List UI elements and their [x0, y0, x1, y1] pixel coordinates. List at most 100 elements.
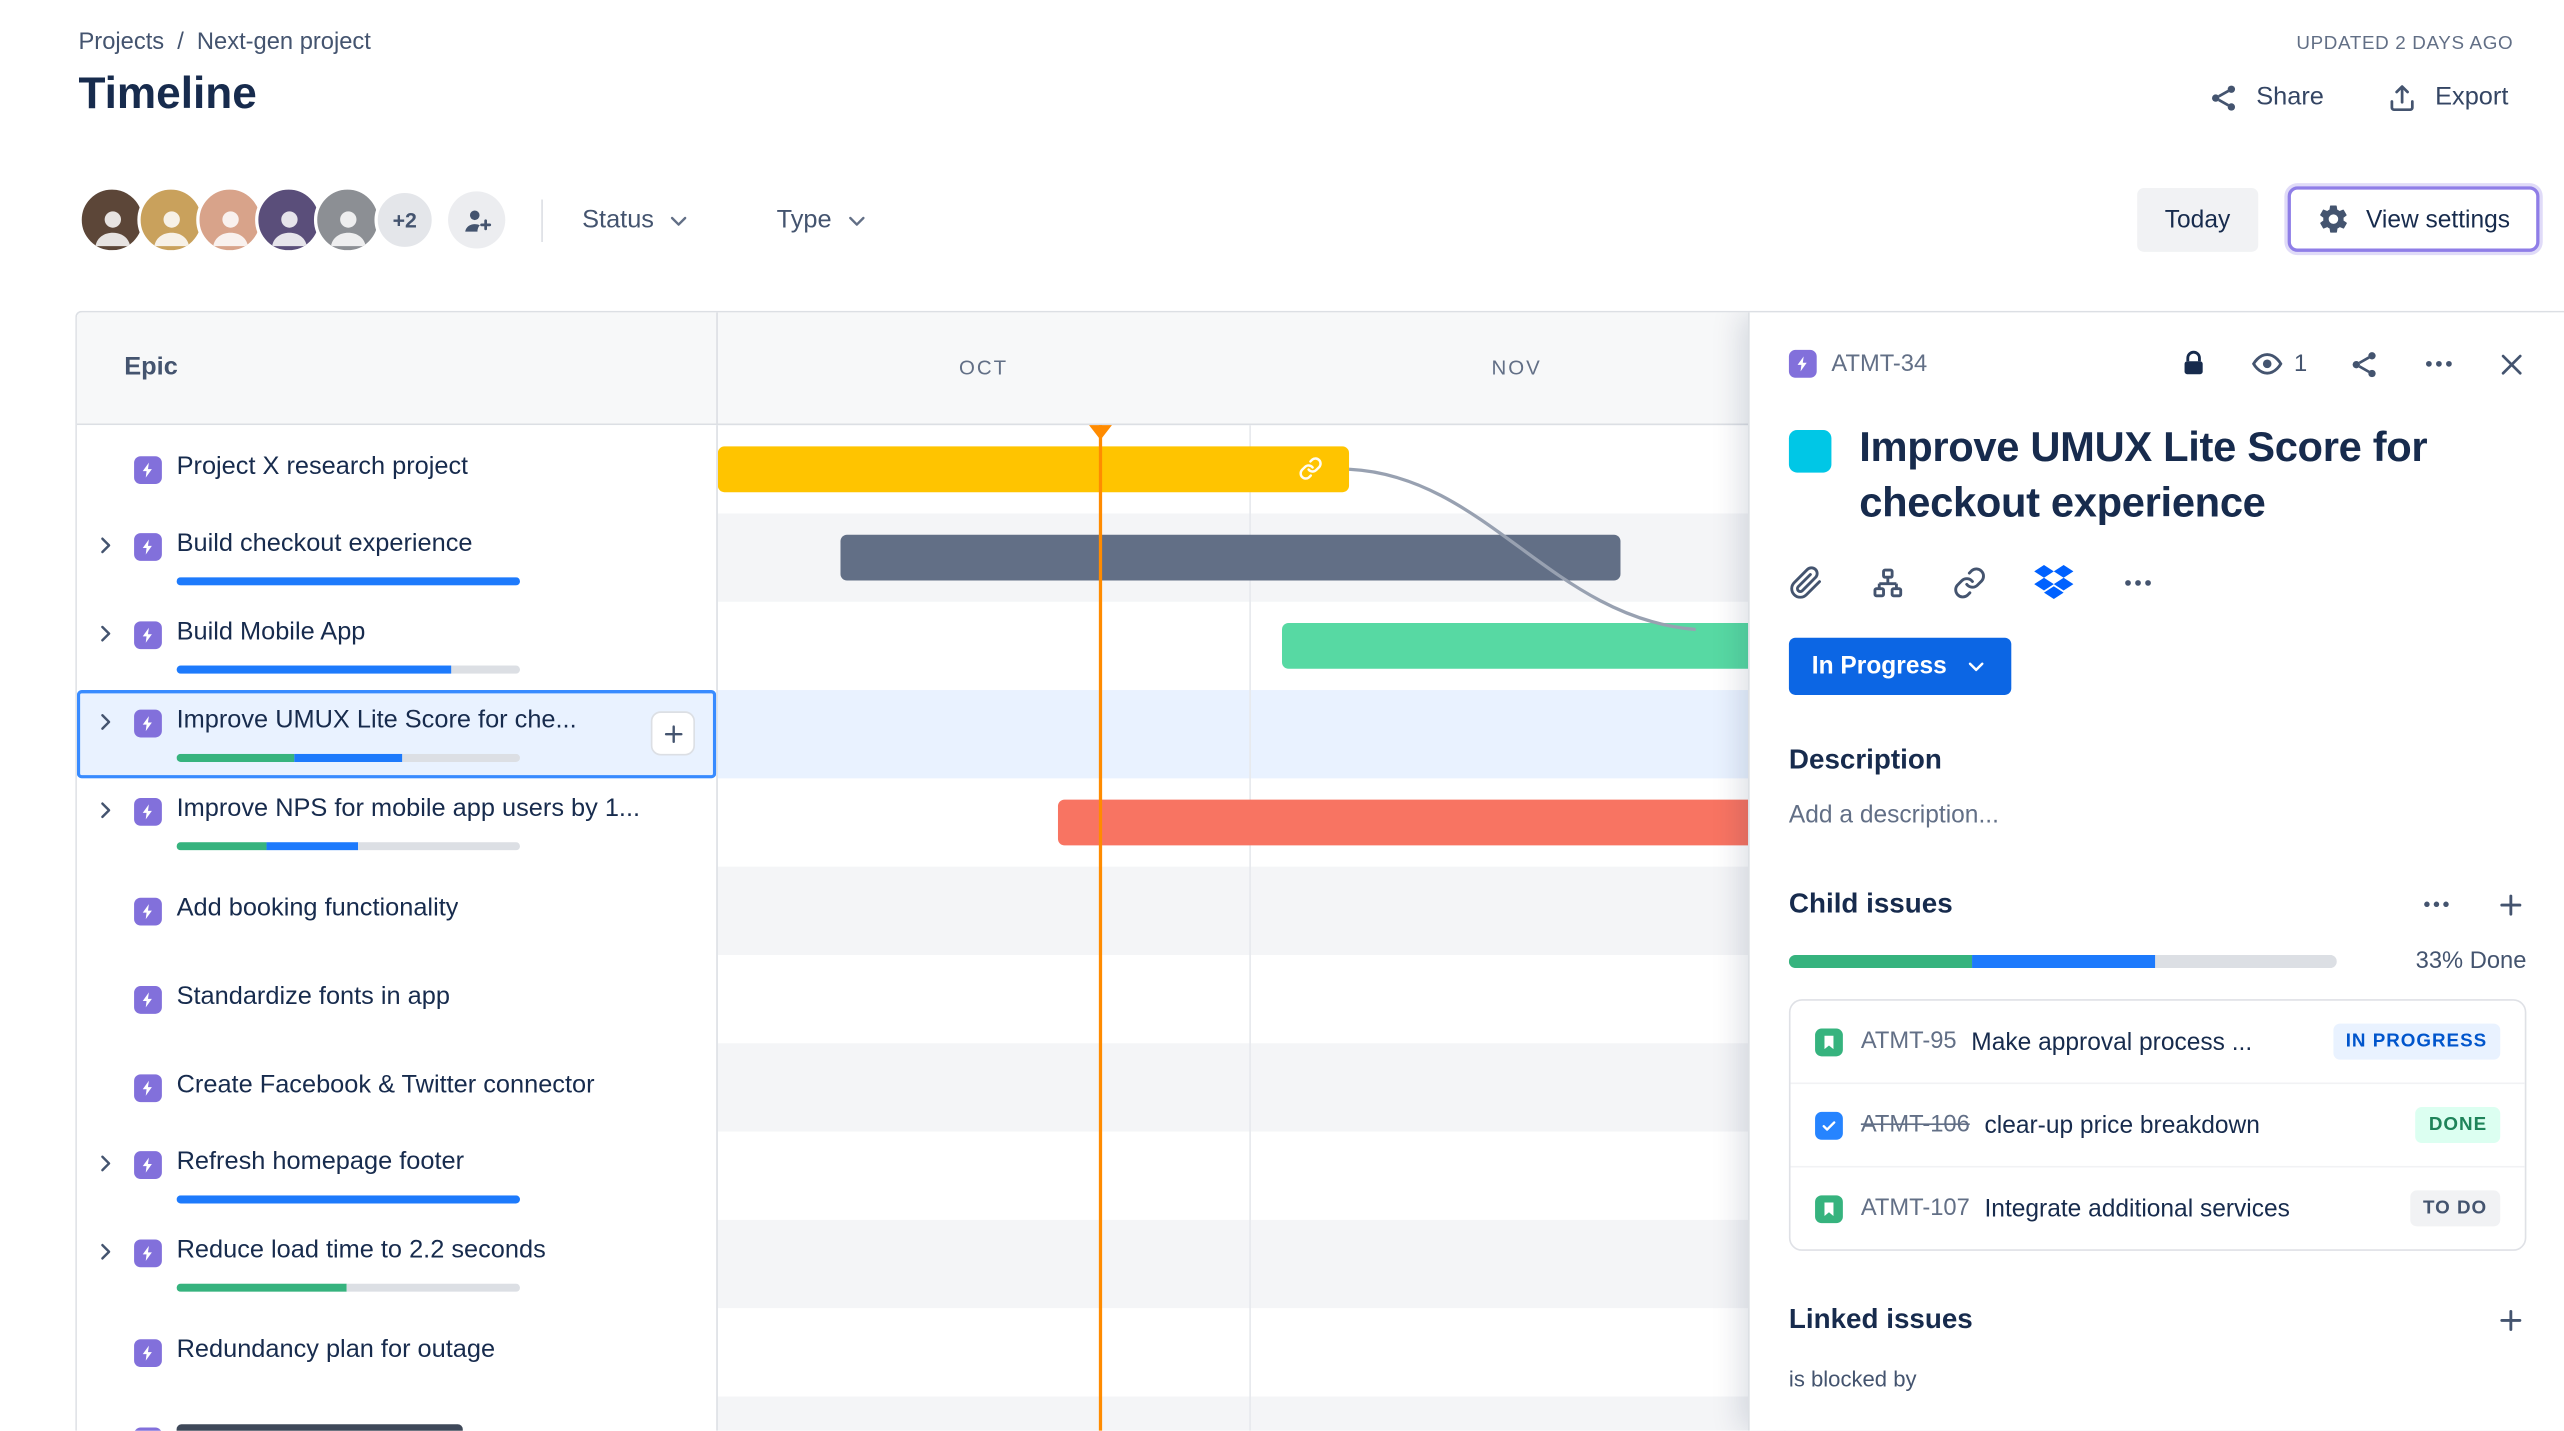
gear-icon [2317, 203, 2350, 236]
epic-label: Add booking functionality [176, 894, 459, 923]
issue-key[interactable]: ATMT-34 [1831, 350, 1928, 377]
epic-row[interactable] [77, 1396, 716, 1431]
status-filter-label: Status [582, 205, 655, 234]
quick-actions [1789, 564, 2526, 600]
epic-icon [134, 897, 162, 926]
avatar[interactable] [78, 186, 146, 254]
child-issues-header: Child issues [1789, 888, 2526, 921]
avatar[interactable] [313, 186, 382, 254]
issue-key[interactable]: ATMT-107 [1860, 1195, 1970, 1222]
issue-key[interactable]: ATMT-106 [1860, 1111, 1970, 1139]
epic-icon [1788, 349, 1817, 378]
add-people-button[interactable] [448, 191, 506, 249]
avatar[interactable] [255, 186, 323, 254]
epic-row[interactable]: Build Mobile App [77, 602, 716, 690]
more-icon[interactable] [2121, 565, 2155, 599]
status-dropdown[interactable]: In Progress [1788, 637, 2011, 695]
epic-progress-bar [176, 1195, 520, 1204]
more-icon[interactable] [2422, 347, 2456, 381]
chevron-right-icon[interactable] [93, 1151, 118, 1176]
epic-icon [134, 709, 162, 738]
project-x-bar[interactable] [717, 446, 1350, 493]
add-linked-issue-button[interactable] [2495, 1304, 2526, 1335]
done-check-icon [1815, 1111, 1843, 1139]
epic-row[interactable]: Improve UMUX Lite Score for che... [76, 690, 717, 779]
avatar[interactable] [137, 186, 205, 254]
toolbar-right: Today View settings [2136, 186, 2540, 252]
close-icon[interactable] [2497, 349, 2526, 378]
epic-row[interactable]: Build checkout experience [77, 513, 716, 601]
epic-label: Redundancy plan for outage [176, 1335, 496, 1364]
epic-icon [134, 986, 162, 1014]
child-issue-row[interactable]: ATMT-95 Make approval process ... IN PRO… [1791, 1001, 2525, 1083]
epic-rows: Project X research project Build checkout… [76, 425, 718, 1431]
status-badge[interactable]: DONE [2415, 1107, 2501, 1144]
epic-row[interactable]: Reduce load time to 2.2 seconds [77, 1220, 716, 1308]
epic-row[interactable]: Improve NPS for mobile app users by 1... [77, 778, 716, 866]
epic-row[interactable]: Refresh homepage footer [77, 1132, 716, 1220]
child-issues-heading: Child issues [1788, 887, 1953, 919]
child-issue-row[interactable]: ATMT-107 Integrate additional services T… [1790, 1165, 2525, 1249]
epic-icon [134, 1339, 162, 1368]
export-button[interactable]: Export [2386, 82, 2508, 115]
watch-count: 1 [2294, 350, 2308, 377]
timeline-container: Epic OCT NOV Project X research project B… [75, 310, 2564, 1431]
panel-actions: 1 [2178, 347, 2526, 381]
chevron-right-icon[interactable] [93, 533, 118, 558]
breadcrumb-projects[interactable]: Projects [78, 29, 165, 56]
description-heading: Description [1788, 744, 1942, 776]
share-button[interactable]: Share [2207, 82, 2324, 115]
epic-row[interactable]: Redundancy plan for outage [77, 1308, 716, 1396]
issue-title[interactable]: clear-up price breakdown [1984, 1111, 2260, 1139]
header-actions: Share Export [2207, 82, 2508, 115]
chevron-right-icon[interactable] [93, 621, 118, 646]
status-badge[interactable]: IN PROGRESS [2332, 1023, 2501, 1060]
epic-row[interactable]: Project X research project [77, 425, 716, 513]
epic-row[interactable]: Add booking functionality [77, 867, 716, 955]
eye-icon [2250, 347, 2284, 381]
attachment-icon[interactable] [1789, 565, 1823, 599]
hierarchy-icon[interactable] [1871, 565, 1905, 599]
epic-progress-bar [176, 577, 520, 586]
avatar-overflow-count[interactable]: +2 [374, 189, 435, 251]
epic-icon [134, 1074, 162, 1103]
export-icon [2386, 82, 2419, 115]
child-progress-row: 33% Done [1788, 948, 2526, 975]
dropbox-icon[interactable] [2034, 564, 2074, 600]
description-placeholder[interactable]: Add a description... [1788, 801, 1999, 830]
today-marker [1089, 425, 1112, 1431]
watch-button[interactable]: 1 [2250, 347, 2307, 381]
issue-title[interactable]: Make approval process ... [1971, 1027, 2253, 1056]
epic-label: Create Facebook & Twitter connector [176, 1071, 595, 1099]
add-child-issue-button[interactable] [2495, 889, 2526, 920]
today-button[interactable]: Today [2136, 187, 2259, 252]
chevron-right-icon[interactable] [93, 710, 118, 735]
lock-icon[interactable] [2178, 348, 2209, 379]
breadcrumb: Projects / Next-gen project [78, 29, 370, 55]
issue-title[interactable]: Integrate additional services [1984, 1194, 2290, 1223]
avatar[interactable] [196, 186, 264, 254]
issue-title: Improve UMUX Lite Score for checkout exp… [1859, 425, 2428, 527]
chevron-right-icon[interactable] [93, 798, 118, 823]
add-child-button[interactable] [650, 711, 695, 756]
child-issue-row[interactable]: ATMT-106 clear-up price breakdown DONE [1790, 1082, 2525, 1166]
epic-label: Build Mobile App [176, 618, 366, 646]
story-icon [1815, 1194, 1843, 1223]
issue-key[interactable]: ATMT-95 [1860, 1028, 1957, 1055]
link-icon[interactable] [1952, 565, 1986, 599]
epic-row[interactable]: Create Facebook & Twitter connector [77, 1043, 716, 1131]
view-settings-button[interactable]: View settings [2287, 186, 2540, 252]
epic-row[interactable]: Standardize fonts in app [77, 955, 716, 1043]
link-icon [1298, 456, 1323, 481]
type-filter-dropdown[interactable]: Type [777, 205, 870, 234]
blocked-by-label: is blocked by [1788, 1367, 1917, 1392]
share-icon[interactable] [2348, 347, 2381, 380]
chevron-right-icon[interactable] [93, 1239, 118, 1264]
status-badge[interactable]: TO DO [2409, 1190, 2501, 1227]
breadcrumb-project-name[interactable]: Next-gen project [196, 29, 371, 56]
build-checkout-bar[interactable] [840, 534, 1621, 581]
status-filter-dropdown[interactable]: Status [582, 205, 691, 234]
more-icon[interactable] [2420, 888, 2453, 921]
epic-icon [134, 1239, 162, 1268]
